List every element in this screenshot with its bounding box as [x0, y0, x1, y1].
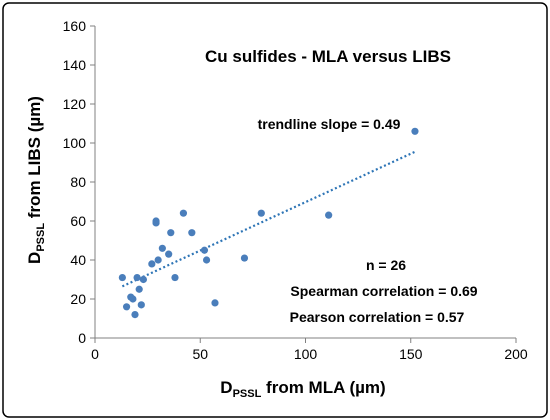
data-point	[167, 229, 175, 237]
y-tick-label: 0	[78, 330, 86, 346]
data-point	[188, 229, 196, 237]
data-point	[200, 246, 209, 254]
data-point	[240, 254, 249, 262]
y-tick-label: 120	[63, 96, 87, 112]
y-tick-label: 160	[63, 18, 87, 34]
data-point	[257, 209, 265, 217]
data-point	[202, 256, 211, 264]
y-axis-ticks: 0 20 40 60 80 100 120 140 160	[63, 18, 95, 346]
annotation-spearman: Spearman correlation = 0.69	[290, 283, 477, 299]
data-point	[135, 285, 143, 293]
data-point	[171, 273, 179, 282]
annotation-slope: trendline slope = 0.49	[258, 116, 401, 132]
y-tick-label: 140	[63, 57, 87, 73]
data-point	[137, 301, 145, 309]
data-point	[158, 244, 166, 252]
annotation-n: n = 26	[366, 257, 406, 273]
y-tick-label: 40	[70, 252, 86, 268]
data-point	[165, 250, 173, 258]
data-point	[154, 256, 162, 264]
x-tick-label: 200	[504, 346, 528, 362]
data-points	[118, 127, 419, 319]
x-axis-label: DPSSL from MLA (µm)	[220, 378, 385, 400]
data-point	[411, 127, 419, 135]
x-axis-ticks: 0 50 100 150 200	[91, 338, 528, 362]
x-tick-label: 100	[294, 346, 318, 362]
data-point	[179, 209, 188, 217]
y-tick-label: 100	[63, 135, 87, 151]
y-axis-label-sub: PSSL	[35, 223, 47, 252]
data-point	[139, 275, 148, 284]
x-tick-label: 0	[91, 346, 99, 362]
data-point	[133, 273, 141, 282]
y-axis-label-rest: from LIBS (µm)	[25, 96, 44, 223]
x-axis-label-sub: PSSL	[233, 388, 262, 400]
x-tick-label: 150	[399, 346, 423, 362]
data-point	[122, 303, 131, 311]
y-tick-label: 20	[70, 291, 86, 307]
data-point	[129, 295, 137, 303]
data-point	[118, 273, 126, 282]
y-axis-label-main: D	[25, 252, 44, 264]
y-axis-label: DPSSL from LIBS (µm)	[25, 96, 47, 264]
annotation-pearson: Pearson correlation = 0.57	[290, 309, 465, 325]
chart-title: Cu sulfides - MLA versus LIBS	[205, 47, 451, 66]
y-tick-label: 80	[70, 174, 86, 190]
y-tick-label: 60	[70, 213, 86, 229]
data-point	[325, 211, 333, 219]
data-point	[131, 311, 139, 319]
x-axis-label-rest: from MLA (µm)	[261, 378, 385, 397]
x-tick-label: 50	[192, 346, 208, 362]
x-axis-label-main: D	[220, 378, 232, 397]
data-point	[152, 217, 160, 225]
data-point	[148, 260, 156, 268]
data-point	[211, 299, 219, 307]
